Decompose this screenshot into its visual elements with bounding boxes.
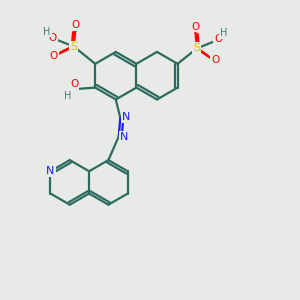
Text: O: O	[211, 55, 219, 65]
Text: O: O	[49, 33, 57, 43]
Text: O: O	[214, 34, 222, 44]
Text: O: O	[70, 79, 79, 89]
Text: O: O	[50, 51, 58, 62]
Text: H: H	[220, 28, 227, 38]
Text: O: O	[71, 20, 80, 30]
Text: N: N	[46, 166, 55, 176]
Text: N: N	[122, 112, 130, 122]
Text: H: H	[64, 91, 71, 100]
Text: S: S	[194, 44, 200, 53]
Text: O: O	[191, 22, 200, 32]
Text: S: S	[70, 42, 77, 52]
Text: N: N	[120, 132, 128, 142]
Text: H: H	[44, 27, 51, 37]
